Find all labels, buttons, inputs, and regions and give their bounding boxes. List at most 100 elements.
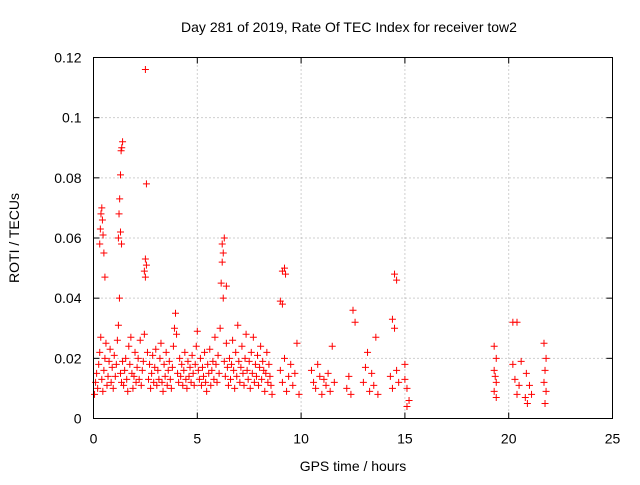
- data-point: [230, 366, 238, 374]
- data-point: [222, 339, 230, 347]
- data-point: [186, 363, 194, 371]
- data-point: [347, 390, 355, 398]
- data-point: [393, 366, 401, 374]
- data-point: [244, 375, 252, 383]
- data-point: [132, 378, 140, 386]
- data-point: [513, 318, 521, 326]
- data-point: [283, 387, 291, 395]
- data-point: [368, 369, 376, 377]
- data-point: [247, 348, 255, 356]
- data-points: [91, 66, 550, 410]
- data-point: [224, 381, 232, 389]
- data-point: [401, 360, 409, 368]
- data-point: [122, 354, 130, 362]
- data-point: [98, 375, 106, 383]
- data-point: [118, 144, 126, 152]
- data-point: [229, 336, 237, 344]
- data-point: [123, 375, 131, 383]
- data-point: [148, 369, 156, 377]
- data-point: [322, 381, 330, 389]
- data-point: [540, 378, 548, 386]
- data-point: [209, 357, 217, 365]
- data-point: [540, 339, 548, 347]
- data-point: [185, 372, 193, 380]
- data-point: [113, 336, 121, 344]
- data-point: [160, 360, 168, 368]
- data-point: [490, 387, 498, 395]
- data-point: [124, 387, 132, 395]
- data-point: [116, 228, 124, 236]
- data-point: [372, 333, 380, 341]
- data-point: [282, 270, 290, 278]
- data-point: [99, 387, 107, 395]
- data-point: [206, 345, 214, 353]
- data-point: [153, 381, 161, 389]
- data-point: [393, 276, 401, 284]
- data-point: [97, 333, 105, 341]
- data-point: [221, 372, 229, 380]
- data-point: [135, 375, 143, 383]
- data-point: [314, 360, 322, 368]
- data-point: [263, 348, 271, 356]
- data-point: [261, 387, 269, 395]
- data-point: [129, 384, 137, 392]
- y-tick-label: 0.08: [54, 170, 81, 186]
- data-point: [99, 231, 107, 239]
- data-point: [141, 255, 149, 263]
- data-point: [130, 372, 138, 380]
- data-point: [107, 378, 115, 386]
- data-point: [200, 372, 208, 380]
- data-point: [106, 345, 114, 353]
- data-point: [101, 354, 109, 362]
- y-tick-label: 0.12: [54, 50, 81, 66]
- data-point: [220, 357, 228, 365]
- data-point: [109, 384, 117, 392]
- data-point: [182, 375, 190, 383]
- data-point: [143, 348, 151, 356]
- data-point: [492, 378, 500, 386]
- data-point: [388, 384, 396, 392]
- data-point: [246, 384, 254, 392]
- data-point: [190, 381, 198, 389]
- data-point: [205, 369, 213, 377]
- data-point: [178, 360, 186, 368]
- data-point: [108, 363, 116, 371]
- data-point: [541, 366, 549, 374]
- data-point: [521, 393, 529, 401]
- axis-ticks: 0 5 10 15 20 25 0 0.02 0.04 0.06 0.08 0.1 0.12: [54, 50, 620, 447]
- data-point: [343, 384, 351, 392]
- data-point: [278, 378, 286, 386]
- data-point: [104, 372, 112, 380]
- data-point: [276, 366, 284, 374]
- data-point: [195, 375, 203, 383]
- data-point: [137, 381, 145, 389]
- data-point: [198, 363, 206, 371]
- data-point: [252, 372, 260, 380]
- data-point: [542, 387, 550, 395]
- data-point: [245, 357, 253, 365]
- data-point: [154, 366, 162, 374]
- data-point: [91, 390, 99, 398]
- data-point: [131, 348, 139, 356]
- data-point: [237, 363, 245, 371]
- data-point: [359, 378, 367, 386]
- data-point: [405, 396, 413, 404]
- data-point: [233, 372, 241, 380]
- data-point: [316, 372, 324, 380]
- data-point: [97, 210, 105, 218]
- data-point: [326, 387, 334, 395]
- data-point: [115, 210, 123, 218]
- y-tick-label: 0.04: [54, 290, 81, 306]
- data-point: [121, 366, 129, 374]
- data-point: [403, 384, 411, 392]
- x-tick-label: 15: [397, 431, 413, 447]
- data-point: [238, 342, 246, 350]
- data-point: [100, 366, 108, 374]
- data-point: [214, 351, 222, 359]
- data-point: [525, 381, 533, 389]
- y-tick-label: 0: [74, 411, 82, 427]
- data-point: [351, 318, 359, 326]
- data-point: [119, 357, 127, 365]
- data-point: [212, 360, 220, 368]
- data-point: [187, 378, 195, 386]
